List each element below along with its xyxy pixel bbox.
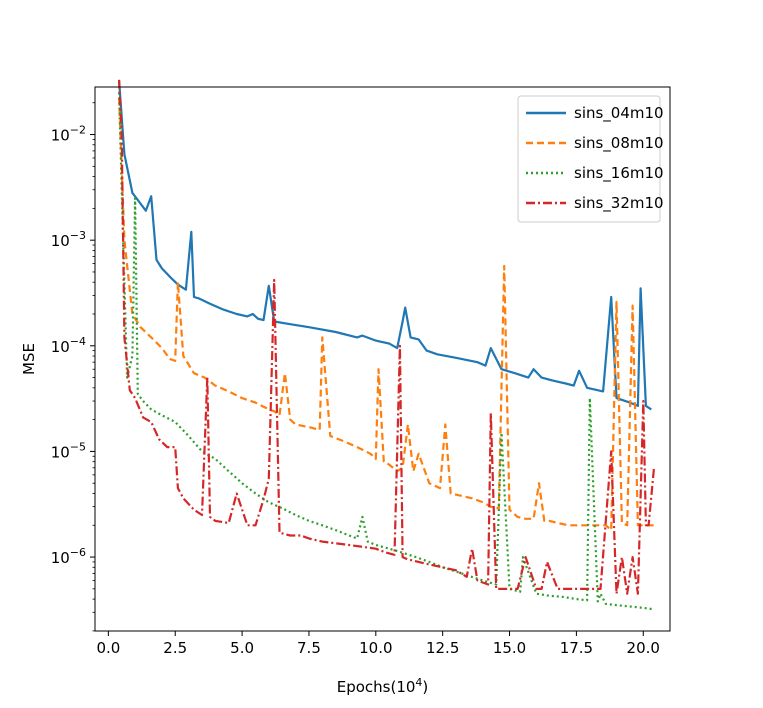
x-tick-label: 2.5: [163, 639, 187, 657]
legend-label: sins_04m10: [574, 104, 664, 123]
x-tick-label: 10.0: [359, 639, 392, 657]
y-tick-label: 10−4: [51, 335, 86, 356]
x-tick-label: 20.0: [627, 639, 660, 657]
series-line-sins-04m10: [118, 81, 652, 411]
y-axis-label: MSE: [20, 343, 38, 375]
series-layer: [118, 79, 656, 611]
x-tick-label: 5.0: [230, 639, 254, 657]
legend-label: sins_32m10: [574, 194, 664, 213]
y-tick-label: 10−6: [51, 546, 86, 567]
x-tick-label: 12.5: [426, 639, 459, 657]
x-tick-label: 15.0: [493, 639, 526, 657]
y-tick-label: 10−5: [51, 440, 86, 461]
y-axis: 10−6 10−5 10−4 10−3 10−2: [51, 102, 95, 632]
x-axis-label: Epochs(104): [337, 676, 429, 696]
axes-frame: [94, 86, 671, 632]
series-line-sins-32m10: [118, 79, 656, 595]
x-tick-label: 17.5: [560, 639, 593, 657]
legend-box: [517, 95, 661, 223]
legend-label: sins_08m10: [574, 134, 664, 153]
x-axis: 0.0 2.5 5.0 7.5 10.0 12.5 15.0 17.5 20.0: [96, 631, 660, 657]
legend-label: sins_16m10: [574, 164, 664, 183]
x-tick-label: 0.0: [96, 639, 120, 657]
y-tick-label: 10−3: [51, 229, 86, 250]
legend: sins_04m10 sins_08m10 sins_16m10 sins_32m10: [517, 95, 664, 223]
series-line-sins-08m10: [118, 98, 654, 532]
x-tick-label: 7.5: [297, 639, 321, 657]
y-tick-label: 10−2: [51, 124, 86, 145]
